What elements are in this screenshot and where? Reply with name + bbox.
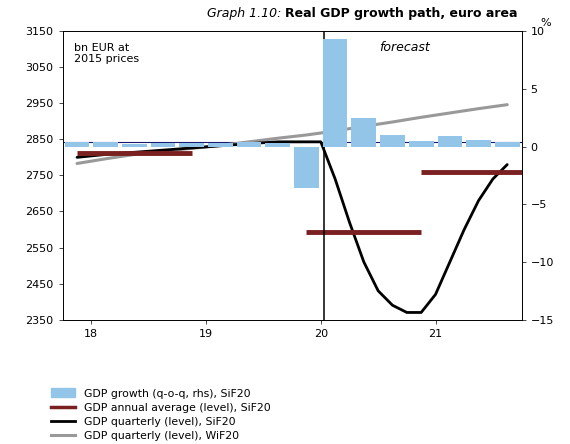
Text: Graph 1.10:: Graph 1.10: (206, 7, 285, 20)
Bar (352, 118, 376, 147)
Bar (466, 139, 491, 147)
Bar (237, 142, 262, 147)
Bar (380, 135, 405, 147)
Bar (495, 142, 519, 147)
Bar (65, 142, 89, 147)
Legend: GDP growth (q-o-q, rhs), SiF20, GDP annual average (level), SiF20, GDP quarterly: GDP growth (q-o-q, rhs), SiF20, GDP annu… (51, 388, 270, 441)
Bar (323, 39, 348, 147)
Bar (180, 143, 204, 147)
Bar (208, 143, 233, 147)
Bar (93, 142, 118, 147)
Text: forecast: forecast (379, 41, 430, 54)
Bar (122, 144, 146, 147)
Bar (294, 147, 319, 188)
Bar (266, 143, 290, 147)
Bar (409, 141, 434, 147)
Text: Real GDP growth path, euro area: Real GDP growth path, euro area (285, 7, 518, 20)
Text: %: % (540, 18, 551, 28)
Bar (438, 136, 462, 147)
Bar (150, 143, 176, 147)
Text: bn EUR at
2015 prices: bn EUR at 2015 prices (74, 43, 139, 64)
